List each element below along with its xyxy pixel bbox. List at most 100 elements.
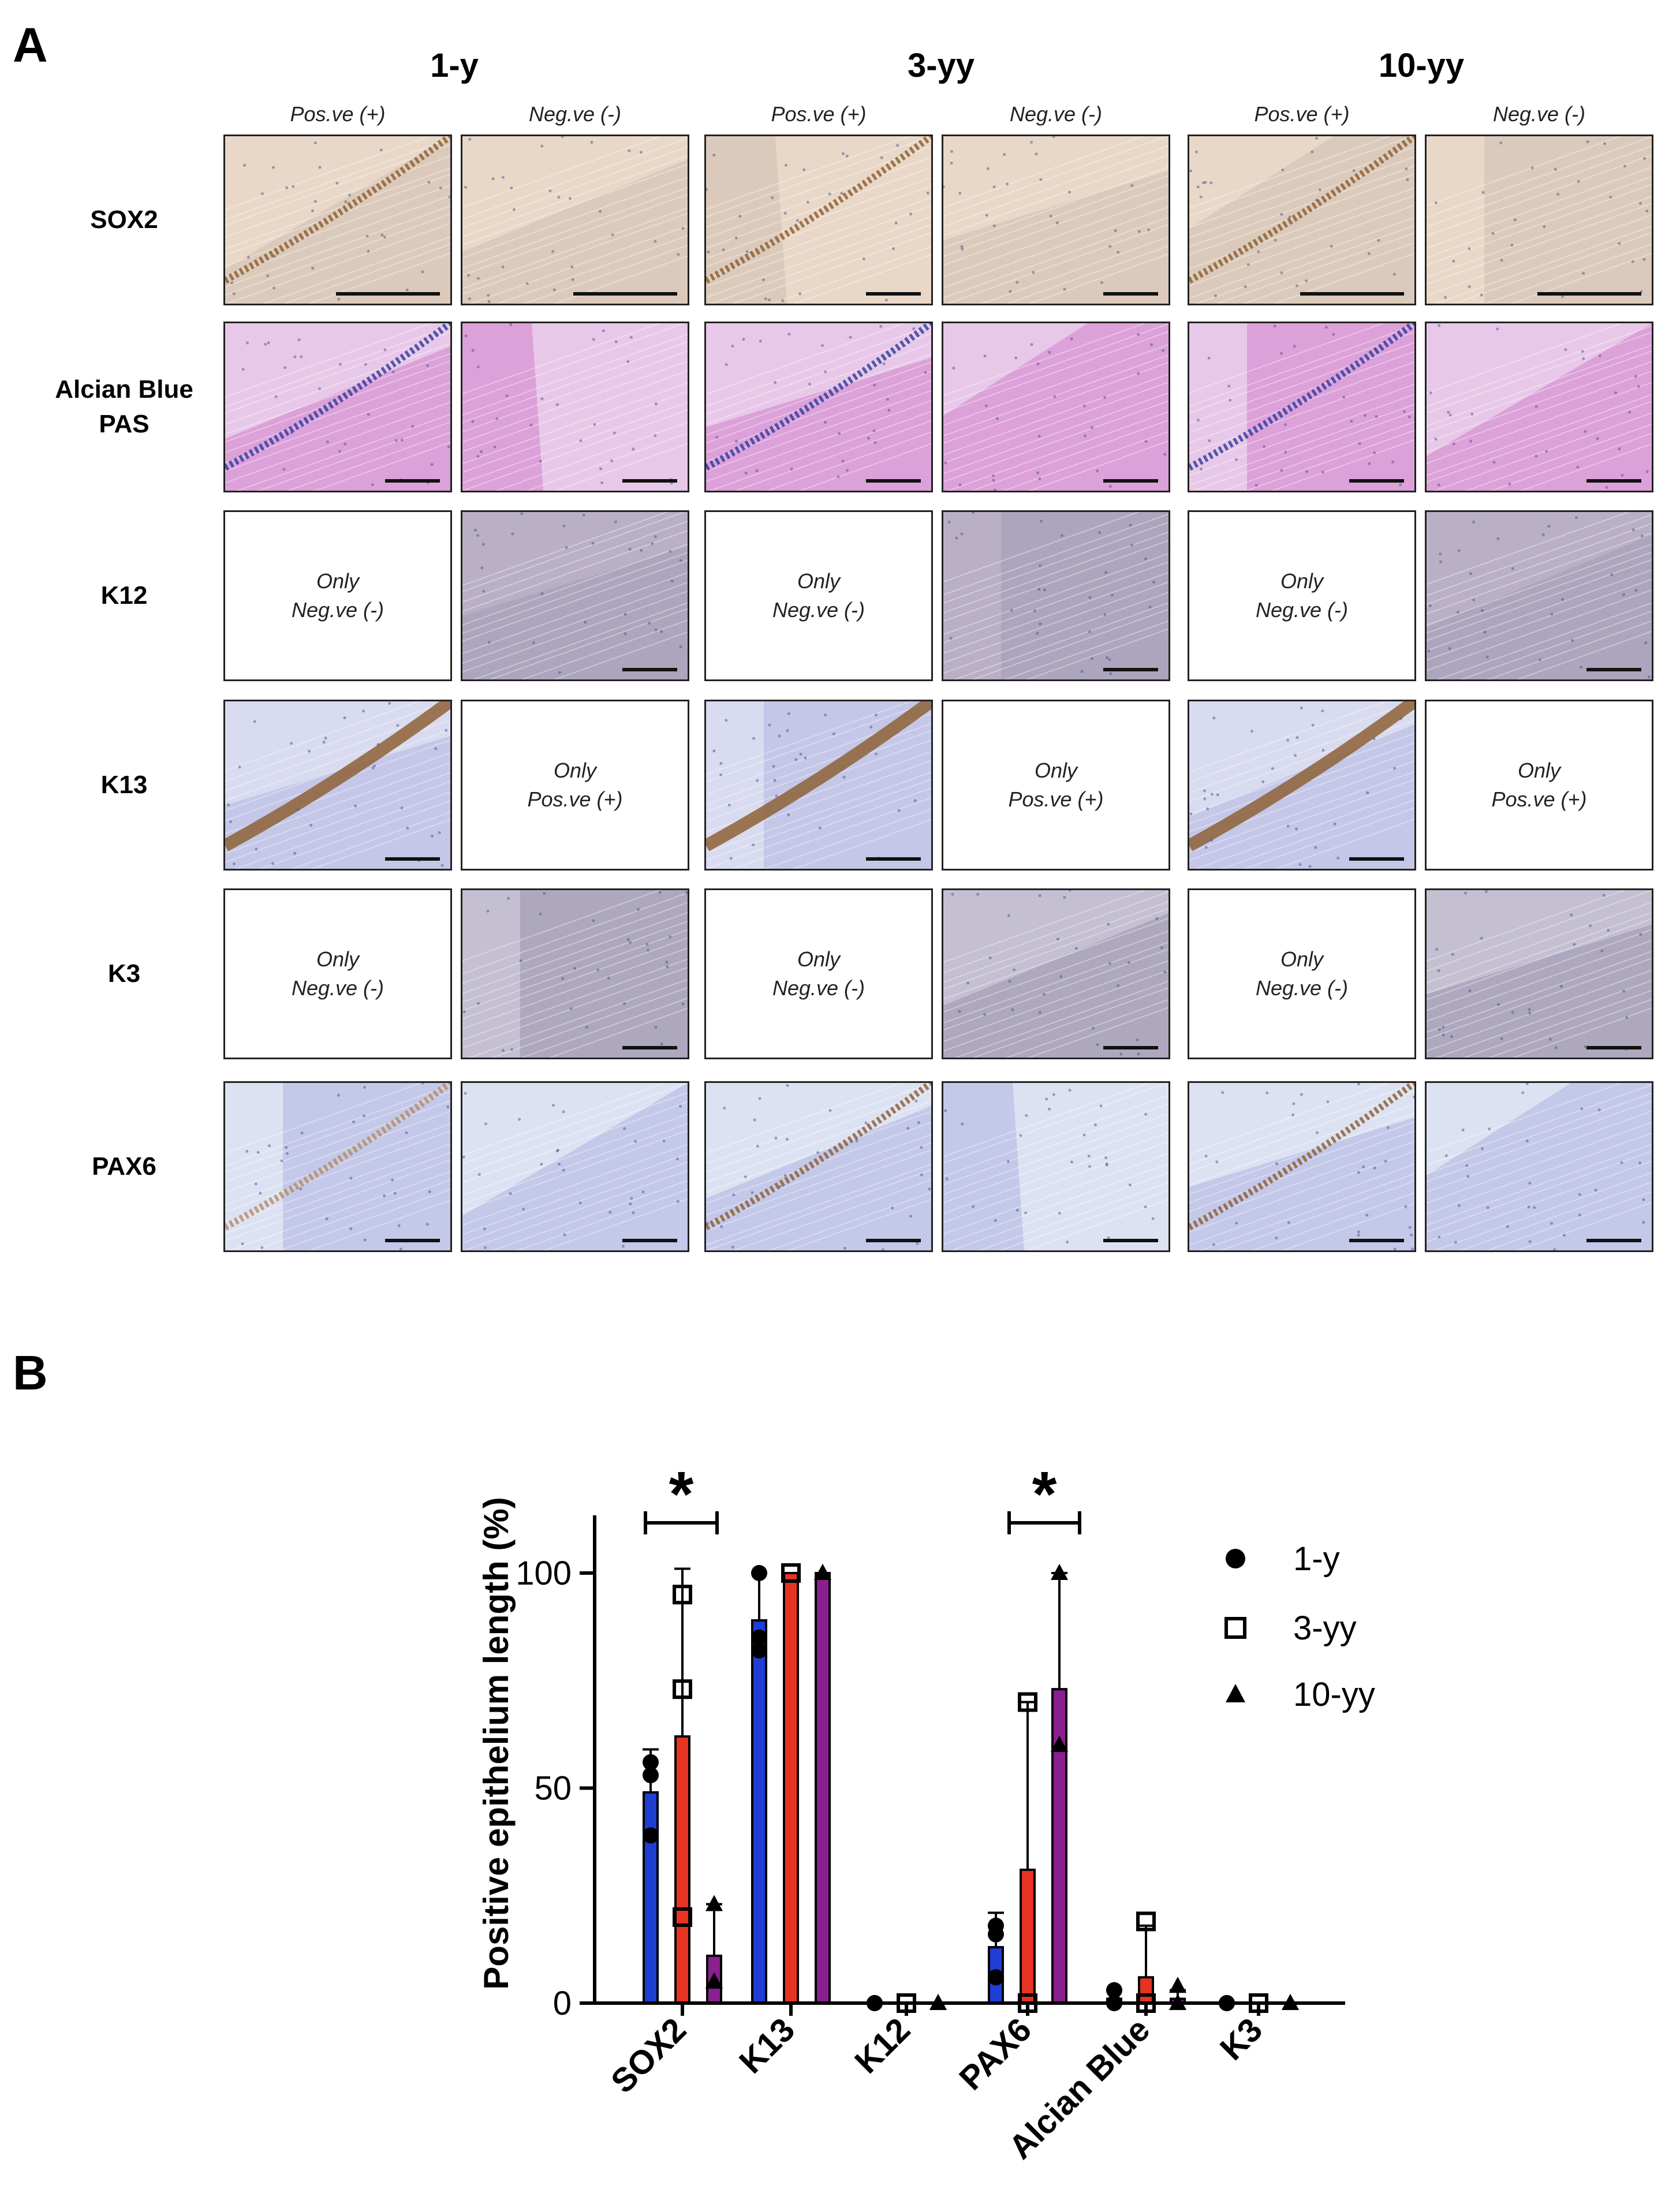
- data-point: [781, 1563, 801, 1583]
- column-title-1-y: 1-y: [430, 47, 479, 84]
- legend-label: 3-yy: [1293, 1609, 1357, 1647]
- bar-1-y-K13: [751, 1619, 767, 2004]
- bar-3-yy-Alcian Blue: [1138, 1976, 1154, 2005]
- y-tick-label: 50: [534, 1770, 572, 1807]
- scale-bar: [1537, 292, 1641, 296]
- bar-3-yy-SOX2: [674, 1735, 690, 2005]
- y-tick-label: 0: [553, 1985, 572, 2022]
- row-label: Alcian Blue PAS: [55, 375, 193, 438]
- scale-bar: [866, 1239, 921, 1242]
- histology-image: [461, 888, 689, 1059]
- placeholder-panel: Only Neg.ve (-): [1188, 888, 1416, 1059]
- data-point: [643, 1827, 659, 1844]
- scale-bar: [1103, 292, 1158, 296]
- bar-3-yy-PAX6: [1020, 1869, 1036, 2005]
- data-point: [751, 1642, 767, 1659]
- histology-image: [1188, 135, 1416, 305]
- data-point: [1136, 1911, 1156, 1932]
- x-tick-label: K13: [732, 2011, 802, 2080]
- significance-star: *: [669, 1459, 694, 1530]
- histology-image: [704, 1081, 933, 1252]
- placeholder-panel: Only Pos.ve (+): [942, 700, 1170, 871]
- x-tick-label: SOX2: [604, 2011, 693, 2100]
- panel-b-letter: B: [13, 1346, 48, 1400]
- scale-bar: [622, 1046, 677, 1049]
- scale-bar: [1103, 479, 1158, 483]
- column-subtitle: Pos.ve (+): [771, 102, 867, 126]
- scale-bar: [1349, 479, 1404, 483]
- column-subtitle: Pos.ve (+): [1254, 102, 1350, 126]
- legend-label: 10-yy: [1293, 1676, 1375, 1713]
- data-point: [751, 1565, 767, 1581]
- significance-star: *: [1032, 1459, 1057, 1530]
- histology-image: [942, 1081, 1170, 1252]
- histology-image: [942, 322, 1170, 492]
- scale-bar: [1586, 1239, 1641, 1242]
- scale-bar: [573, 292, 677, 296]
- scale-bar: [1349, 857, 1404, 861]
- row-label: K3: [107, 959, 141, 988]
- legend-marker: [1226, 1549, 1245, 1568]
- data-point: [988, 1969, 1004, 1986]
- histology-image: [704, 322, 933, 492]
- scale-bar: [1349, 1239, 1404, 1242]
- scale-bar: [866, 857, 921, 861]
- histology-image: [223, 1081, 452, 1252]
- histology-image: [942, 135, 1170, 305]
- scale-bar: [866, 479, 921, 483]
- scale-bar: [1103, 1239, 1158, 1242]
- histology-image: [1425, 888, 1653, 1059]
- row-label: K13: [100, 771, 148, 799]
- histology-image: [1188, 1081, 1416, 1252]
- legend-marker: [1226, 1684, 1245, 1702]
- histology-image: [1425, 135, 1653, 305]
- scale-bar: [1586, 479, 1641, 483]
- histology-image: [704, 700, 933, 871]
- scale-bar: [385, 479, 440, 483]
- scale-bar: [622, 1239, 677, 1242]
- row-label: K12: [100, 581, 148, 610]
- scale-bar: [1586, 668, 1641, 671]
- scale-bar: [336, 292, 440, 296]
- bar-1-y-SOX2: [643, 1791, 659, 2004]
- data-point: [673, 1585, 692, 1605]
- data-point: [1051, 1564, 1068, 1580]
- histology-image: [461, 1081, 689, 1252]
- scale-bar: [385, 1239, 440, 1242]
- column-subtitle: Neg.ve (-): [1009, 102, 1103, 126]
- histology-image: [942, 888, 1170, 1059]
- column-title-3-yy: 3-yy: [907, 47, 975, 84]
- column-subtitle: Neg.ve (-): [1492, 102, 1586, 126]
- placeholder-panel: Only Pos.ve (+): [461, 700, 689, 871]
- placeholder-panel: Only Pos.ve (+): [1425, 700, 1653, 871]
- placeholder-panel: Only Neg.ve (-): [704, 888, 933, 1059]
- histology-image: [223, 135, 452, 305]
- column-title-10-yy: 10-yy: [1378, 47, 1465, 84]
- x-tick-label: K3: [1213, 2011, 1270, 2067]
- column-subtitle: Neg.ve (-): [528, 102, 622, 126]
- data-point: [1169, 1977, 1186, 1993]
- scale-bar: [1103, 1046, 1158, 1049]
- histology-image: [461, 510, 689, 681]
- x-tick-label: K12: [848, 2011, 917, 2080]
- row-label: SOX2: [90, 206, 158, 234]
- data-point: [751, 1629, 767, 1646]
- histology-image: [461, 322, 689, 492]
- y-tick-label: 100: [516, 1555, 572, 1592]
- panel-a-letter: A: [13, 18, 48, 72]
- legend-label: 1-y: [1293, 1540, 1340, 1578]
- placeholder-panel: Only Neg.ve (-): [704, 510, 933, 681]
- scale-bar: [622, 479, 677, 483]
- data-point: [1018, 1692, 1037, 1712]
- histology-image: [461, 135, 689, 305]
- placeholder-panel: Only Neg.ve (-): [223, 510, 452, 681]
- scale-bar: [866, 292, 921, 296]
- scale-bar: [1586, 1046, 1641, 1049]
- histology-image: [1188, 700, 1416, 871]
- column-subtitle: Pos.ve (+): [290, 102, 386, 126]
- data-point: [673, 1679, 692, 1699]
- histology-image: [1425, 322, 1653, 492]
- placeholder-panel: Only Neg.ve (-): [223, 888, 452, 1059]
- histology-image: [704, 135, 933, 305]
